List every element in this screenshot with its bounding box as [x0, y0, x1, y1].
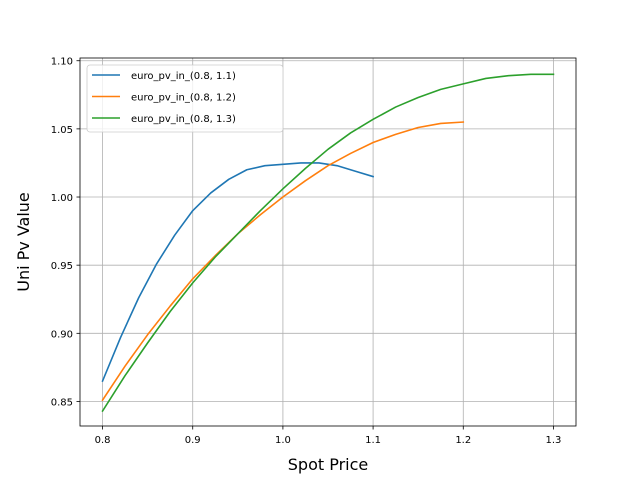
x-tick-label: 1.1: [365, 435, 381, 446]
legend-label: euro_pv_in_(0.8, 1.1): [131, 71, 236, 82]
x-tick-label: 0.9: [185, 435, 201, 446]
y-tick-label: 0.95: [51, 261, 73, 272]
series-lines: [101, 73, 555, 413]
legend-label: euro_pv_in_(0.8, 1.2): [131, 93, 236, 104]
y-tick-label: 1.10: [51, 57, 73, 68]
legend-label: euro_pv_in_(0.8, 1.3): [131, 114, 236, 125]
legend-box: [86, 64, 284, 133]
x-tick-label: 1.2: [455, 435, 471, 446]
x-tick-label: 1.3: [546, 435, 562, 446]
x-axis-ticks: 0.8 0.9 1.0 1.1 1.2 1.3: [95, 426, 562, 446]
x-tick-label: 1.0: [275, 435, 291, 446]
x-axis-label: Spot Price: [288, 455, 369, 474]
y-axis-ticks: 0.85 0.90 0.95 1.00 1.05 1.10: [51, 57, 80, 408]
y-axis-label: Uni Pv Value: [14, 192, 33, 292]
series-line-3: [101, 73, 555, 413]
series-line-2: [101, 121, 465, 402]
y-tick-label: 1.05: [51, 125, 73, 136]
series-line-1: [101, 162, 375, 383]
y-tick-label: 0.90: [51, 329, 73, 340]
x-tick-label: 0.8: [95, 435, 111, 446]
plot-frame: [79, 57, 577, 427]
y-tick-label: 0.85: [51, 397, 73, 408]
legend: euro_pv_in_(0.8, 1.1) euro_pv_in_(0.8, 1.…: [86, 64, 284, 133]
y-tick-label: 1.00: [51, 193, 73, 204]
